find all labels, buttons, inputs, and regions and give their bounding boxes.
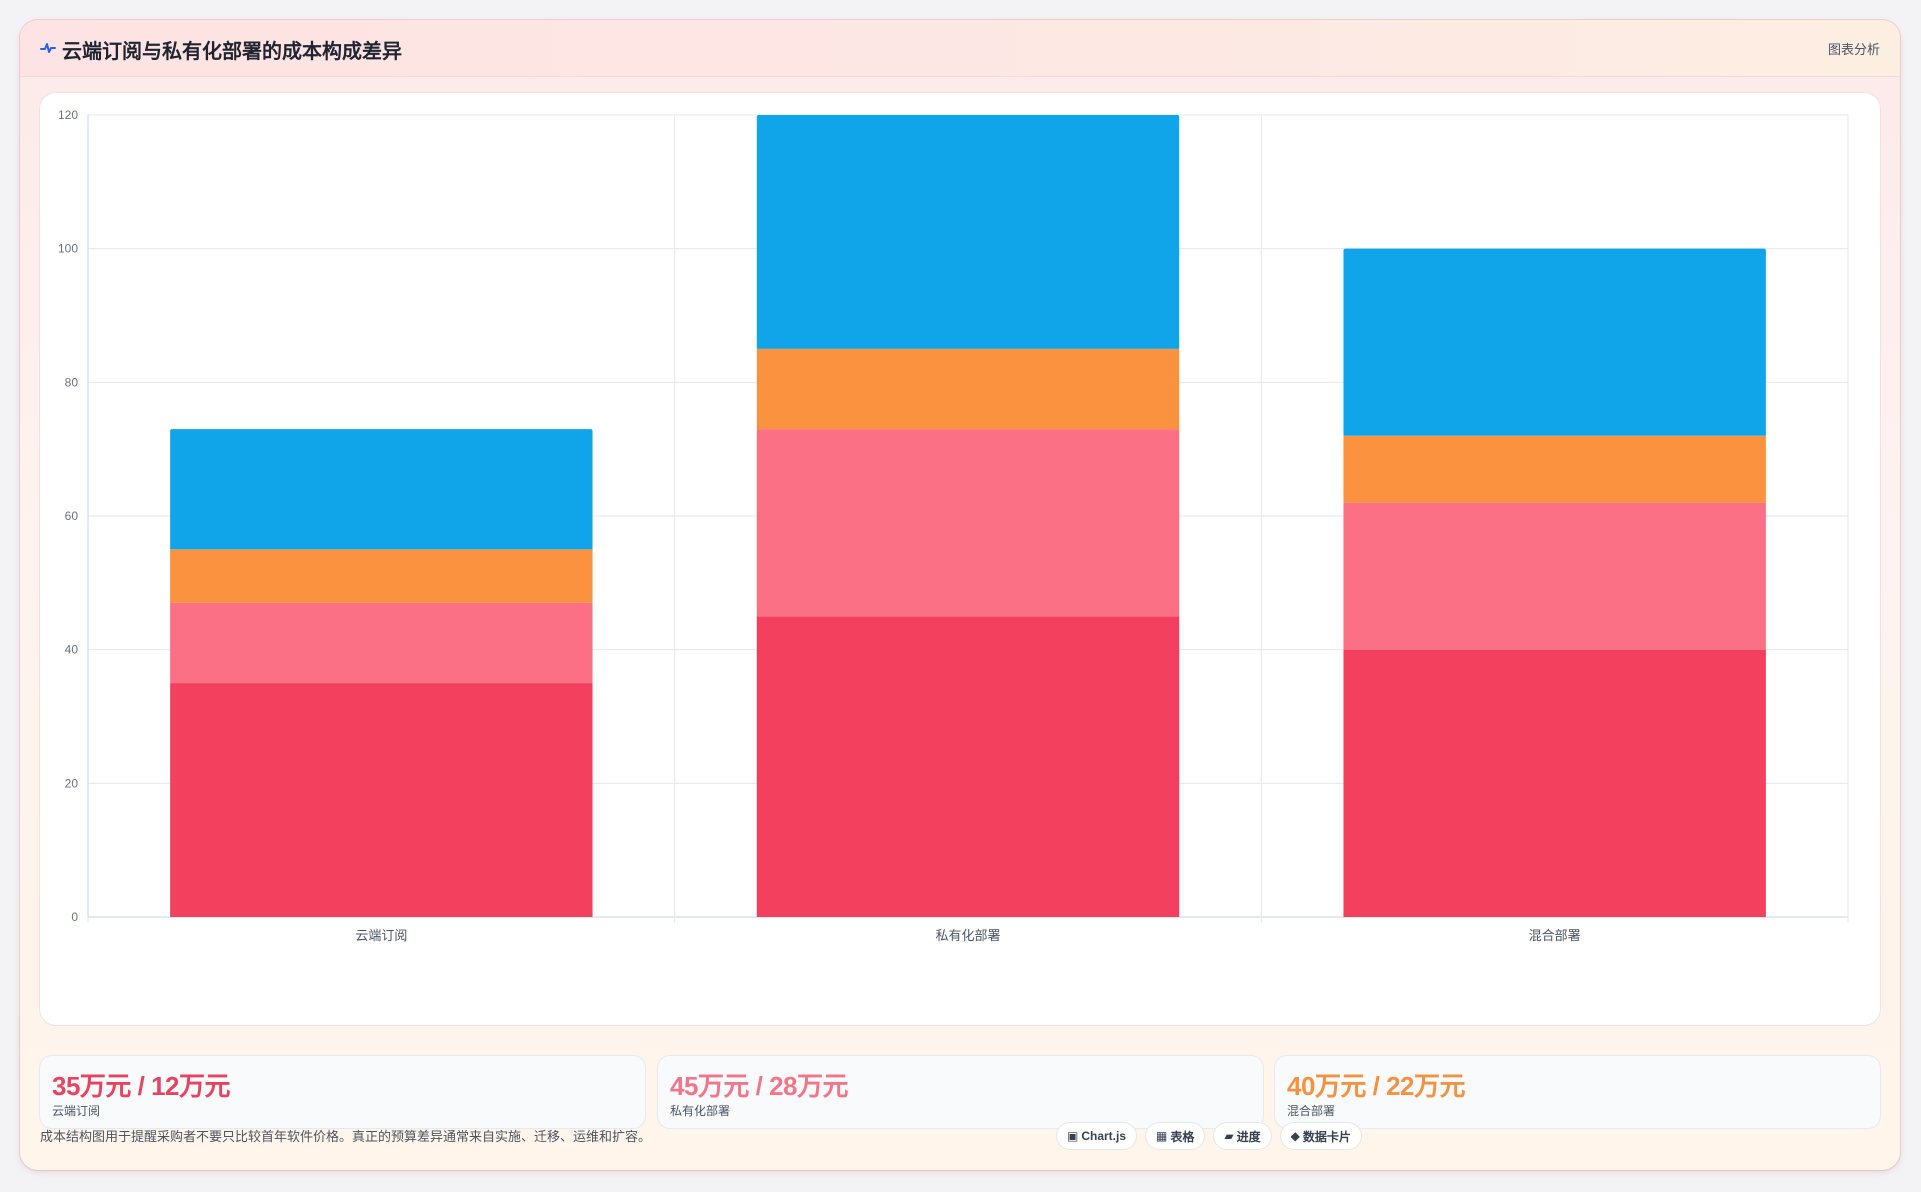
pill-label: 表格 bbox=[1170, 1129, 1195, 1144]
chartjs-pill[interactable]: ▣ Chart.js bbox=[1057, 1123, 1137, 1149]
view-switcher: ▣ Chart.js ▦ 表格 ▰ 进度 ◆ 数据卡片 bbox=[1057, 1123, 1361, 1149]
header-bar: 云端订阅与私有化部署的成本构成差异 图表分析 bbox=[20, 20, 1900, 77]
bar-segment bbox=[170, 602, 593, 684]
bar-segment bbox=[756, 115, 1180, 349]
table-icon: ▦ bbox=[1156, 1129, 1168, 1143]
bar-segment bbox=[756, 429, 1180, 617]
x-tick-label: 云端订阅 bbox=[355, 928, 407, 943]
bar-segment bbox=[1343, 502, 1766, 650]
progress-pill[interactable]: ▰ 进度 bbox=[1214, 1123, 1271, 1149]
bar-segment bbox=[170, 549, 593, 603]
stat-label: 云端订阅 bbox=[52, 1104, 101, 1118]
chart-analysis-button[interactable]: 图表分析 bbox=[1827, 42, 1880, 57]
y-tick-label: 120 bbox=[58, 108, 78, 122]
y-tick-label: 80 bbox=[65, 375, 79, 389]
x-tick-label: 私有化部署 bbox=[935, 928, 1000, 943]
y-tick-label: 0 bbox=[71, 910, 78, 924]
y-tick-label: 40 bbox=[65, 643, 79, 657]
activity-icon bbox=[40, 40, 56, 56]
bar-segment bbox=[170, 683, 593, 917]
stat-value: 40万元 / 22万元 bbox=[1287, 1071, 1466, 1101]
data-card-pill[interactable]: ◆ 数据卡片 bbox=[1280, 1123, 1361, 1149]
bar-segment bbox=[170, 429, 593, 550]
stat-card-private: 45万元 / 28万元 私有化部署 bbox=[658, 1056, 1263, 1128]
pill-label: 数据卡片 bbox=[1302, 1129, 1351, 1144]
pill-label: Chart.js bbox=[1081, 1129, 1127, 1143]
x-tick-label: 混合部署 bbox=[1529, 928, 1581, 943]
footer-note: 成本结构图用于提醒采购者不要只比较首年软件价格。真正的预算差异通常来自实施、迁移… bbox=[40, 1129, 652, 1144]
bar-segment bbox=[756, 616, 1180, 917]
page-title: 云端订阅与私有化部署的成本构成差异 bbox=[62, 41, 402, 63]
stat-value: 45万元 / 28万元 bbox=[670, 1071, 849, 1101]
pill-label: 进度 bbox=[1236, 1129, 1261, 1144]
stat-value: 35万元 / 12万元 bbox=[52, 1071, 231, 1101]
y-tick-label: 100 bbox=[58, 242, 78, 256]
bar-segment bbox=[1343, 435, 1766, 503]
diamond-icon: ◆ bbox=[1290, 1129, 1300, 1143]
y-tick-label: 60 bbox=[65, 509, 79, 523]
chart-icon: ▣ bbox=[1067, 1129, 1079, 1143]
bar-segment bbox=[756, 348, 1180, 430]
y-tick-label: 20 bbox=[65, 776, 79, 790]
bar-segment bbox=[1343, 248, 1766, 436]
stacked-bar-chart: 0 20 40 60 80 100 120 云端订阅 私有化部署 混合部署 bbox=[58, 108, 1849, 943]
table-pill[interactable]: ▦ 表格 bbox=[1146, 1123, 1205, 1149]
progress-icon: ▰ bbox=[1224, 1129, 1234, 1143]
chart-window: 云端订阅与私有化部署的成本构成差异 图表分析 0 20 40 60 80 100 120 云端… bbox=[20, 20, 1900, 1170]
bar-segment bbox=[1343, 649, 1766, 917]
stat-card-cloud: 35万元 / 12万元 云端订阅 bbox=[40, 1056, 645, 1128]
stat-label: 私有化部署 bbox=[670, 1104, 731, 1118]
stat-card-hybrid: 40万元 / 22万元 混合部署 bbox=[1275, 1056, 1880, 1128]
stat-label: 混合部署 bbox=[1287, 1104, 1336, 1118]
